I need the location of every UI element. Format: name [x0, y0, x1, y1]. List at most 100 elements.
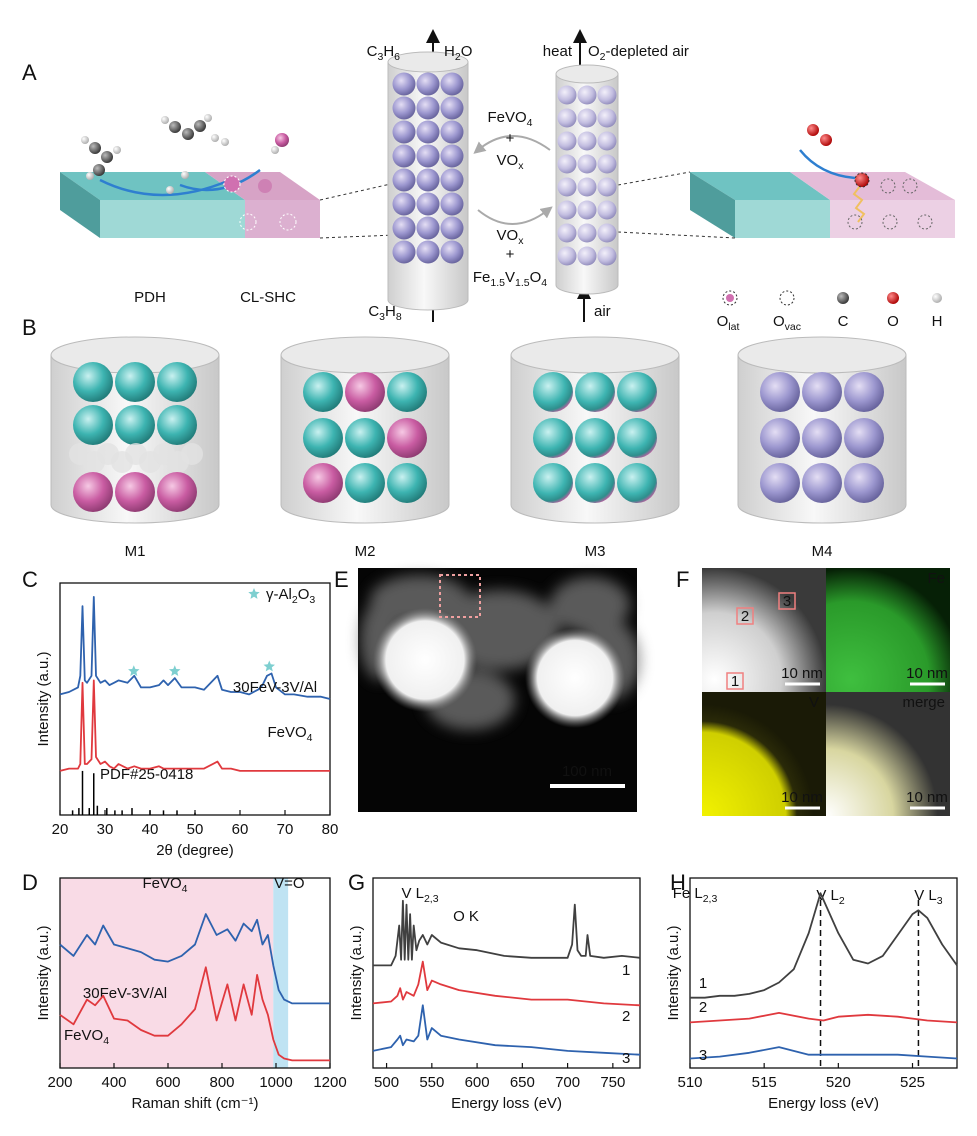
legend-label: O — [887, 313, 899, 330]
x-axis-label: Raman shift (cm⁻¹) — [131, 1095, 258, 1112]
particle — [577, 200, 597, 220]
particle — [617, 418, 657, 458]
particle — [115, 362, 155, 402]
particle — [575, 418, 615, 458]
subscript: 4 — [307, 732, 313, 744]
x-tick-label: 30 — [97, 821, 114, 838]
particle — [416, 72, 440, 96]
x-tick-label: 550 — [419, 1074, 444, 1091]
reactor — [280, 336, 450, 524]
eds-maps — [702, 568, 950, 816]
panel-label: C — [22, 567, 38, 592]
particle — [557, 177, 577, 197]
legend-label: γ-Al2O3 — [266, 586, 315, 606]
particle — [533, 463, 573, 503]
outlet-label: O2-depleted air — [588, 43, 689, 63]
particle — [303, 463, 343, 503]
region-label: 3 — [783, 593, 791, 610]
scale-bar-label: 100 nm — [562, 763, 612, 780]
particle — [844, 372, 884, 412]
outlet-label: heat — [543, 43, 573, 60]
channel-label: V — [809, 694, 819, 711]
series-label: 1 — [699, 975, 707, 992]
text-run: O — [530, 269, 542, 286]
subscript: 4 — [182, 883, 188, 895]
particle — [575, 463, 615, 503]
legend-label: Olat — [717, 313, 740, 333]
particle — [345, 418, 385, 458]
particle — [557, 108, 577, 128]
particle — [440, 216, 464, 240]
legend-label: H — [932, 313, 943, 330]
subscript: 2 — [455, 51, 461, 63]
process-label: CL-SHC — [240, 289, 296, 306]
particle — [440, 72, 464, 96]
text-run: V — [505, 269, 515, 286]
particle — [440, 240, 464, 264]
reference-label: PDF#25-0418 — [100, 766, 193, 783]
series-label: 30FeV-3V/Al — [83, 985, 167, 1002]
legend-label: Ovac — [773, 313, 801, 333]
particle — [392, 192, 416, 216]
spectrum-line — [59, 966, 330, 1062]
particle — [416, 168, 440, 192]
text-run: H — [444, 43, 455, 60]
series-label: 3 — [699, 1047, 707, 1064]
channel-label: Fe — [927, 570, 945, 587]
particle — [440, 120, 464, 144]
x-tick-label: 50 — [187, 821, 204, 838]
particle — [760, 418, 800, 458]
legend-marker — [248, 588, 260, 599]
particle — [597, 85, 617, 105]
particle — [416, 216, 440, 240]
subscript: 2 — [839, 895, 845, 907]
subscript: x — [518, 235, 524, 247]
tem-image — [358, 568, 640, 812]
reactor — [555, 64, 619, 295]
phase-marker — [169, 665, 181, 676]
y-axis-label: Intensity (a.u.) — [35, 925, 52, 1020]
reactor — [50, 336, 220, 524]
plot-frame — [59, 877, 331, 1069]
x-tick-label: 650 — [510, 1074, 535, 1091]
series-label: FeVO4 — [64, 1027, 109, 1047]
reactor-top — [510, 336, 680, 374]
reaction-label: + — [506, 246, 515, 263]
plot-frame — [689, 877, 958, 1069]
subscript: 1.5 — [515, 277, 530, 289]
particle — [802, 372, 842, 412]
particle — [392, 72, 416, 96]
subscript: 3 — [937, 895, 943, 907]
plot-frame — [372, 877, 641, 1069]
region-label: FeVO4 — [142, 875, 187, 895]
reactor-top — [387, 51, 469, 73]
text-run: VO — [497, 227, 519, 244]
particle — [597, 223, 617, 243]
x-tick-label: 600 — [465, 1074, 490, 1091]
text-run: VO — [497, 152, 519, 169]
subscript: 6 — [394, 51, 400, 63]
text-run: H — [385, 303, 396, 320]
particle — [392, 96, 416, 120]
text-run: V L — [401, 885, 424, 902]
left-slab — [60, 114, 320, 238]
particle — [760, 463, 800, 503]
panel-label: B — [22, 315, 37, 340]
x-tick-label: 520 — [826, 1074, 851, 1091]
particle — [577, 177, 597, 197]
particle — [115, 472, 155, 512]
x-tick-label: 20 — [52, 821, 69, 838]
x-tick-label: 40 — [142, 821, 159, 838]
outlet-label: H2O — [444, 43, 472, 63]
subscript: 2 — [600, 51, 606, 63]
particle — [440, 192, 464, 216]
text-run: Fe — [473, 269, 491, 286]
x-axis-label: Energy loss (eV) — [768, 1095, 879, 1112]
series-label: FeVO4 — [267, 724, 312, 744]
x-tick-label: 750 — [600, 1074, 625, 1091]
particle — [557, 85, 577, 105]
subscript: lat — [728, 321, 739, 333]
particle — [303, 372, 343, 412]
subscript: 3 — [309, 594, 315, 606]
